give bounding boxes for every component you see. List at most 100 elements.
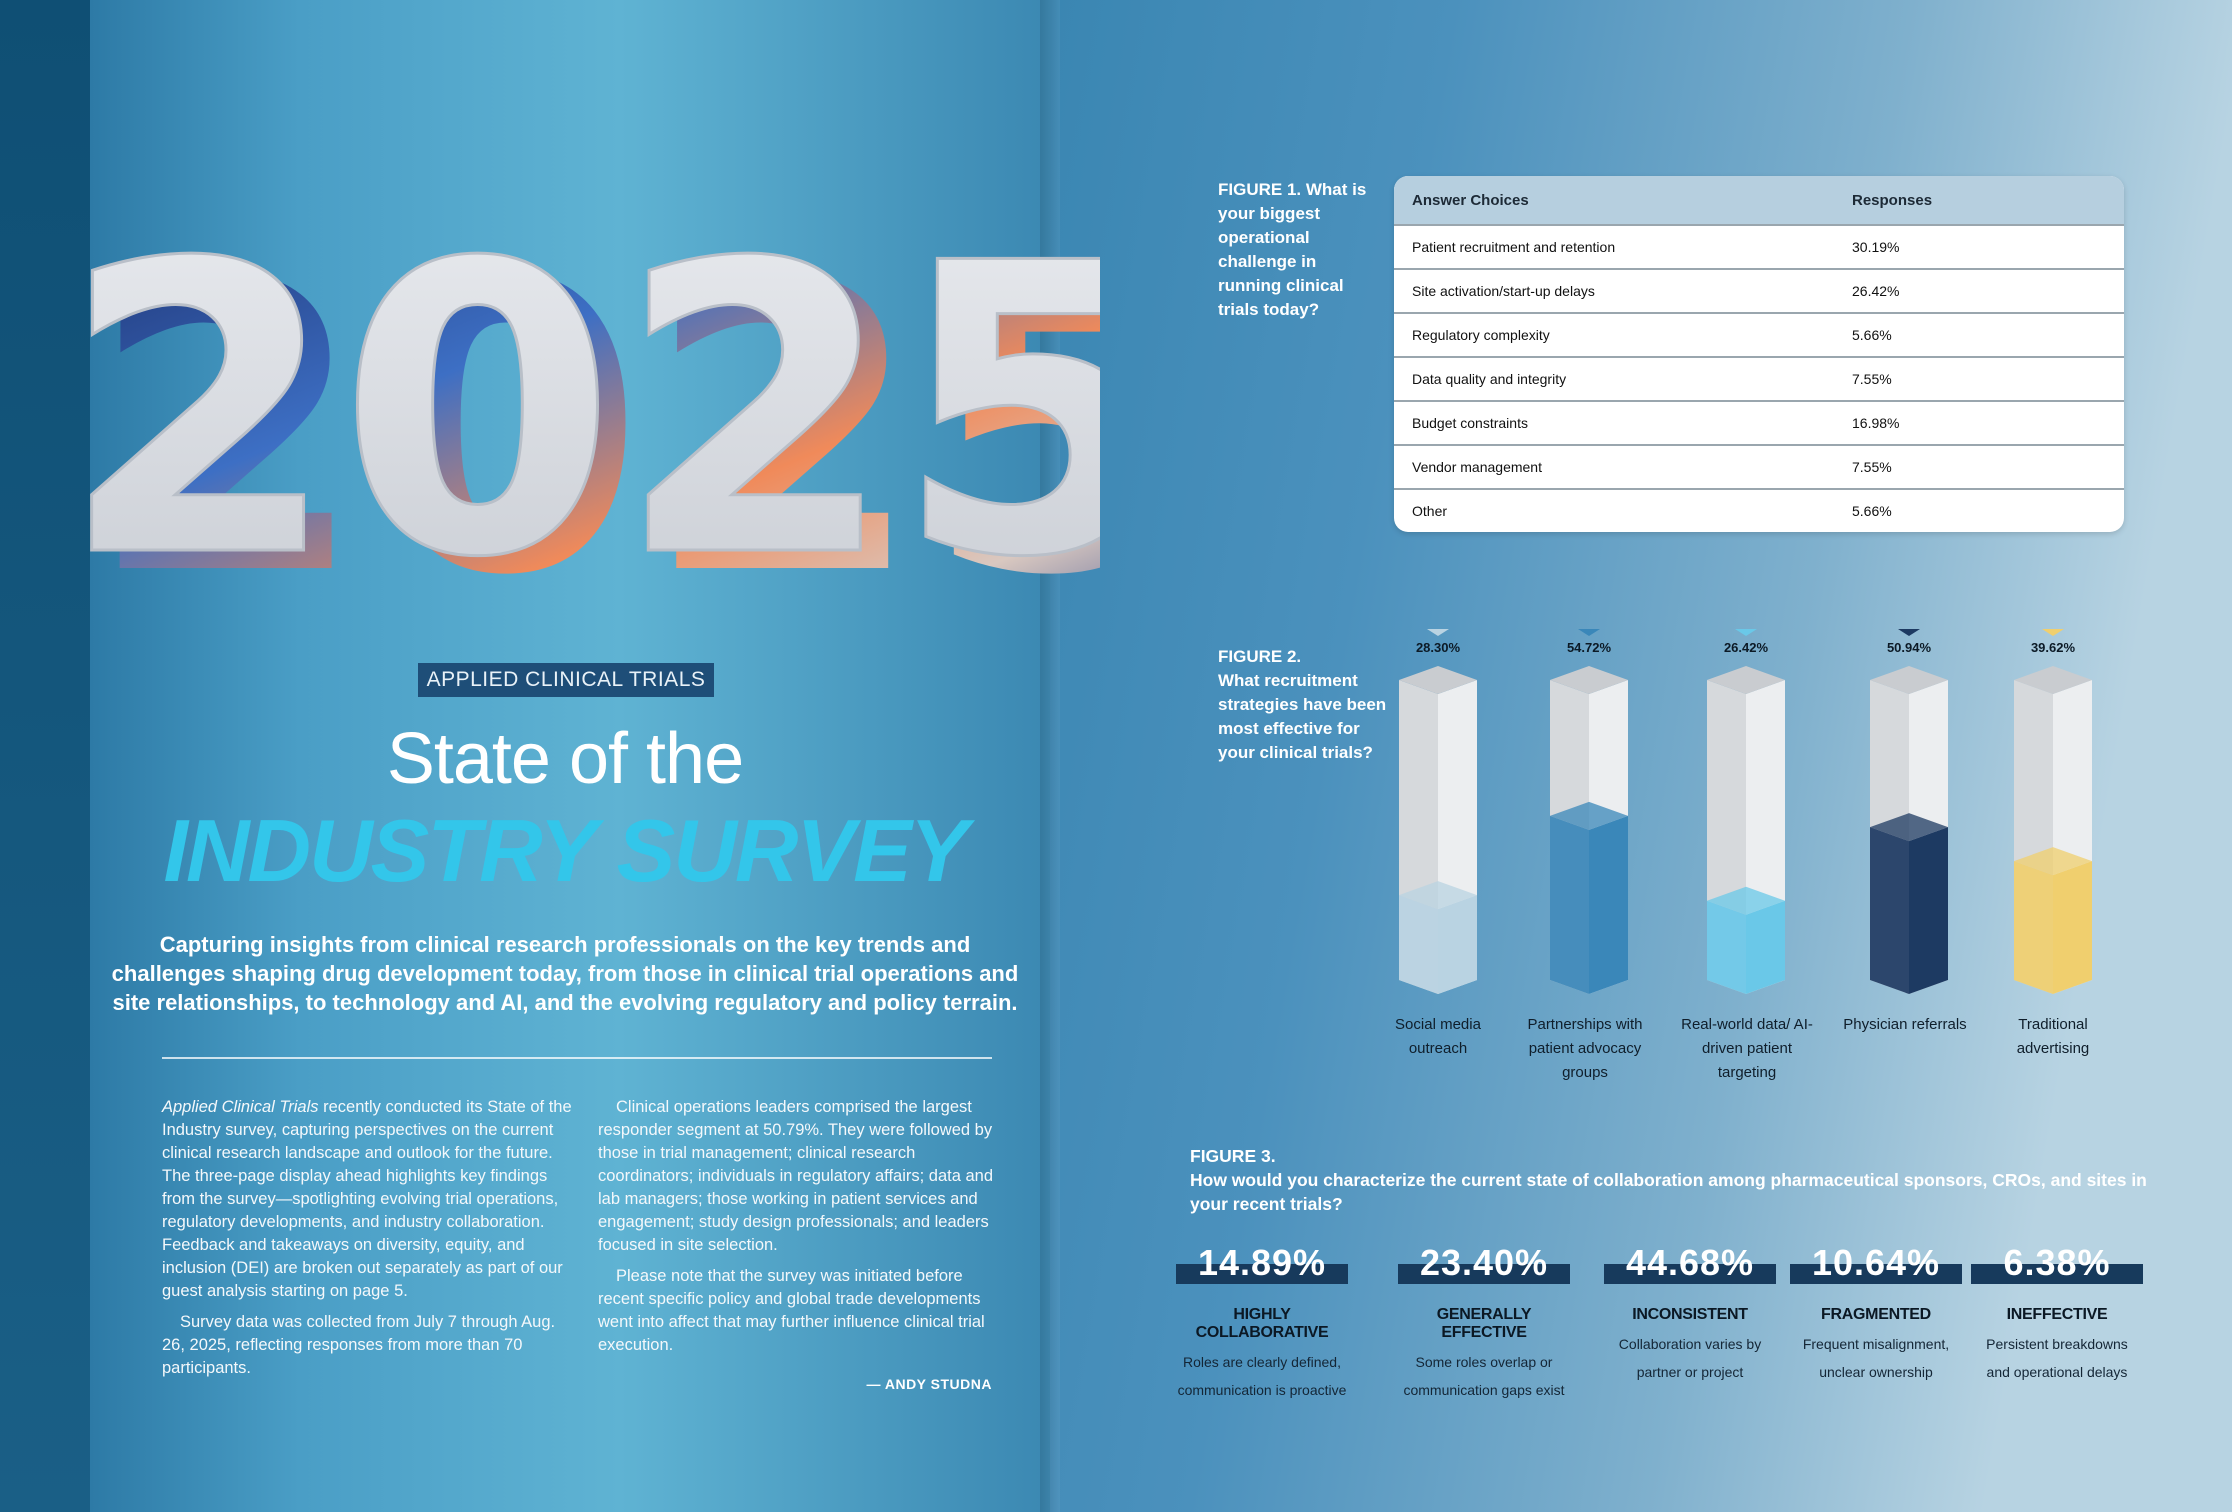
bar-fill-left xyxy=(1550,815,1589,994)
publication-name: Applied Clinical Trials xyxy=(162,1098,319,1116)
collab-item: 14.89% HIGHLY COLLABORATIVE Roles are cl… xyxy=(1172,1240,1352,1404)
header-response: Responses xyxy=(1852,191,1933,209)
value-marker-icon xyxy=(1735,629,1757,636)
header-answer: Answer Choices xyxy=(1412,191,1529,209)
publication-tag: APPLIED CLINICAL TRIALS xyxy=(418,663,714,697)
figure1-label: FIGURE 1. xyxy=(1218,180,1302,199)
table-row: Vendor management 7.55% xyxy=(1394,444,2124,488)
response-cell: 5.66% xyxy=(1852,503,1892,519)
collab-desc: unclear ownership xyxy=(1819,1364,1933,1380)
page-spine xyxy=(1040,0,1060,1512)
response-cell: 26.42% xyxy=(1852,283,1900,299)
bar-category-label: Real-world data/ AI-driven patient targe… xyxy=(1681,1016,1813,1081)
bar-fill-top xyxy=(1707,886,1785,915)
lede-paragraph: Capturing insights from clinical researc… xyxy=(111,932,1019,1015)
figure1-question-text: What is your biggest operational challen… xyxy=(1218,180,1367,319)
response-cell: 16.98% xyxy=(1852,415,1900,431)
table-header: Answer Choices Responses xyxy=(1394,176,2124,224)
article-text: recently conducted its State of the Indu… xyxy=(162,1098,572,1300)
collab-desc: communication gaps exist xyxy=(1403,1382,1565,1398)
figure3-label: FIGURE 3. xyxy=(1190,1146,1276,1166)
bar-fill-right xyxy=(1438,895,1477,994)
collab-desc: Frequent misalignment, xyxy=(1802,1336,1950,1352)
page-title-line1: State of the xyxy=(386,719,744,799)
bar-column-top xyxy=(1707,666,1785,694)
value-marker-icon xyxy=(1578,629,1600,636)
collab-heading: INEFFECTIVE xyxy=(2006,1306,2108,1323)
article-column-1: Applied Clinical Trials recently conduct… xyxy=(162,1096,572,1388)
collab-item: 44.68% INCONSISTENT Collaboration varies… xyxy=(1600,1240,1780,1386)
figure3-question-text: How would you characterize the current s… xyxy=(1190,1170,2147,1214)
collab-percent: 23.40% xyxy=(1419,1242,1549,1283)
bar-value-label: 28.30% xyxy=(1416,640,1461,655)
article-column-2: Clinical operations leaders comprised th… xyxy=(598,1096,1008,1365)
collab-percent: 10.64% xyxy=(1811,1242,1941,1283)
answer-cell: Budget constraints xyxy=(1412,415,1528,431)
collab-percent: 6.38% xyxy=(2003,1242,2111,1283)
value-marker-icon xyxy=(1427,629,1449,636)
answer-cell: Other xyxy=(1412,503,1448,519)
bar-column-top xyxy=(2014,666,2092,694)
table-row: Site activation/start-up delays 26.42% xyxy=(1394,268,2124,312)
bar-category-label: Partnerships with patient advocacy group… xyxy=(1527,1016,1643,1081)
collab-desc: partner or project xyxy=(1636,1364,1744,1380)
answer-cell: Vendor management xyxy=(1412,459,1542,475)
bar-fill-left xyxy=(2014,861,2053,994)
collab-heading: HIGHLY COLLABORATIVE xyxy=(1195,1306,1329,1341)
value-marker-icon xyxy=(2042,629,2064,636)
answer-cell: Site activation/start-up delays xyxy=(1412,283,1595,299)
answer-cell: Patient recruitment and retention xyxy=(1412,239,1616,255)
bar-fill-right xyxy=(1746,900,1785,994)
divider xyxy=(162,1057,992,1059)
left-edge-strip xyxy=(0,0,90,1512)
byline: — ANDY STUDNA xyxy=(866,1376,992,1392)
figure1-table: Answer Choices Responses Patient recruit… xyxy=(1394,176,2124,532)
collab-item: 10.64% FRAGMENTED Frequent misalignment,… xyxy=(1786,1240,1966,1386)
bar-value-label: 50.94% xyxy=(1887,640,1932,655)
collab-desc: Collaboration varies by xyxy=(1618,1336,1762,1352)
article-paragraph: Clinical operations leaders comprised th… xyxy=(598,1098,994,1254)
figure2-question-text: What recruitment strategies have been mo… xyxy=(1218,671,1387,762)
collab-heading: FRAGMENTED xyxy=(1821,1306,1931,1323)
collab-heading: INCONSISTENT xyxy=(1632,1306,1748,1323)
figure3-question: FIGURE 3. How would you characterize the… xyxy=(1190,1144,2150,1216)
bar-category-label: Social media outreach xyxy=(1395,1016,1481,1057)
figure1-question: FIGURE 1. What is your biggest operation… xyxy=(1218,178,1368,322)
collab-item: 6.38% INEFFECTIVE Persistent breakdowns a… xyxy=(1967,1240,2147,1386)
table-row: Regulatory complexity 5.66% xyxy=(1394,312,2124,356)
bar-fill-top xyxy=(1550,801,1628,830)
collab-percent: 44.68% xyxy=(1625,1242,1755,1283)
figure2-chart: 28.30% 54.72% 26.42% 50.94% 39.62% xyxy=(1380,620,2140,1090)
bar-category-label: Physician referrals xyxy=(1843,1016,1967,1033)
figure2-question: FIGURE 2. What recruitment strategies ha… xyxy=(1218,645,1388,765)
year-shadow: 2025 xyxy=(88,198,1100,630)
bar-fill-right xyxy=(1909,827,1948,994)
response-cell: 7.55% xyxy=(1852,459,1892,475)
figure2-label: FIGURE 2. xyxy=(1218,647,1302,666)
bar-fill-left xyxy=(1399,895,1438,994)
bar-column-top xyxy=(1550,666,1628,694)
bar-category-label: Traditional advertising xyxy=(2016,1016,2090,1057)
bar-fill-right xyxy=(1589,815,1628,994)
value-marker-icon xyxy=(1898,629,1920,636)
bar-value-label: 54.72% xyxy=(1567,640,1612,655)
left-page xyxy=(0,0,1050,1512)
table-row: Budget constraints 16.98% xyxy=(1394,400,2124,444)
answer-cell: Regulatory complexity xyxy=(1412,327,1550,343)
collab-percent: 14.89% xyxy=(1197,1242,1327,1283)
table-row: Other 5.66% xyxy=(1394,488,2124,532)
response-cell: 7.55% xyxy=(1852,371,1892,387)
answer-cell: Data quality and integrity xyxy=(1412,371,1567,387)
table-row: Patient recruitment and retention 30.19% xyxy=(1394,224,2124,268)
bar-value-label: 39.62% xyxy=(2031,640,2076,655)
page-title-line2: INDUSTRY SURVEY xyxy=(163,801,969,900)
article-paragraph: Please note that the survey was initiate… xyxy=(598,1267,985,1354)
bar-fill-left xyxy=(1870,827,1909,994)
article-paragraph: Applied Clinical Trials recently conduct… xyxy=(162,1096,572,1303)
response-cell: 30.19% xyxy=(1852,239,1900,255)
bar-fill-right xyxy=(2053,861,2092,994)
response-cell: 5.66% xyxy=(1852,327,1892,343)
bar-fill-top xyxy=(2014,847,2092,876)
collab-item: 23.40% GENERALLY EFFECTIVE Some roles ov… xyxy=(1394,1240,1574,1404)
table-row: Data quality and integrity 7.55% xyxy=(1394,356,2124,400)
